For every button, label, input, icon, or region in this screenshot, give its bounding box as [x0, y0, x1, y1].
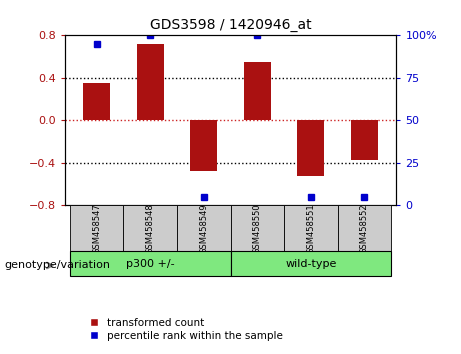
Bar — [230, 251, 391, 276]
Text: GSM458550: GSM458550 — [253, 203, 262, 254]
Bar — [137, 44, 164, 120]
Legend: transformed count, percentile rank within the sample: transformed count, percentile rank withi… — [79, 314, 287, 345]
Text: GSM458548: GSM458548 — [146, 203, 155, 254]
Text: wild-type: wild-type — [285, 259, 337, 269]
Bar — [70, 205, 124, 251]
Title: GDS3598 / 1420946_at: GDS3598 / 1420946_at — [150, 18, 311, 32]
Bar — [124, 205, 177, 251]
Bar — [284, 205, 337, 251]
Bar — [230, 205, 284, 251]
Bar — [177, 205, 230, 251]
Text: GSM458552: GSM458552 — [360, 203, 369, 254]
Text: GSM458551: GSM458551 — [306, 203, 315, 254]
Text: GSM458549: GSM458549 — [199, 203, 208, 254]
Bar — [351, 120, 378, 160]
Text: GSM458547: GSM458547 — [92, 203, 101, 254]
Bar — [297, 120, 324, 176]
Bar — [337, 205, 391, 251]
Bar — [190, 120, 217, 171]
Bar — [70, 251, 230, 276]
Bar — [244, 62, 271, 120]
Text: p300 +/-: p300 +/- — [126, 259, 175, 269]
Text: genotype/variation: genotype/variation — [5, 261, 111, 270]
Bar — [83, 83, 110, 120]
